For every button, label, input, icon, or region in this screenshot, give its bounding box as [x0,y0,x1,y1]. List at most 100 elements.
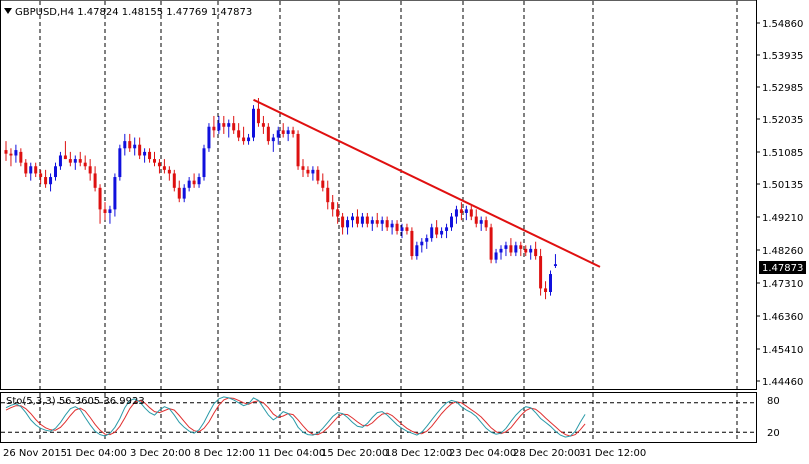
candle[interactable] [232,115,236,134]
candle[interactable] [68,151,72,167]
candle[interactable] [395,220,399,235]
candle[interactable] [177,180,181,203]
candle[interactable] [454,205,458,224]
candle[interactable] [58,151,62,170]
candle[interactable] [484,216,488,231]
candle[interactable] [435,220,439,239]
candle[interactable] [34,162,38,178]
candle[interactable] [83,155,87,170]
candle[interactable] [306,166,310,178]
candle[interactable] [98,184,102,224]
candle[interactable] [9,148,13,167]
candle[interactable] [380,216,384,231]
candle[interactable] [346,216,350,235]
candle[interactable] [400,223,404,239]
trendline-group[interactable] [253,98,601,268]
candle[interactable] [499,245,503,260]
candle[interactable] [355,209,359,228]
candle[interactable] [103,202,107,221]
candle[interactable] [128,133,132,152]
candle[interactable] [351,212,354,228]
candle[interactable] [276,126,280,145]
candle[interactable] [212,115,216,138]
candle[interactable] [242,126,246,145]
candle[interactable] [341,212,345,235]
candle[interactable] [410,227,414,260]
candle[interactable] [360,212,364,228]
candle[interactable] [148,148,152,163]
candle[interactable] [519,241,523,257]
candle[interactable] [162,159,166,174]
candle[interactable] [143,148,147,163]
candle[interactable] [514,241,518,257]
candle[interactable] [331,195,335,217]
candle[interactable] [534,241,538,260]
candle[interactable] [544,281,548,300]
candle[interactable] [459,202,463,221]
triangle-down-icon[interactable] [4,8,12,14]
candle[interactable] [266,123,270,145]
candle[interactable] [479,216,483,231]
price-axis[interactable]: 1.54860 1.53935 1.52985 1.52035 1.51085 1.501… [756,19,803,439]
candle[interactable] [29,162,33,181]
candle[interactable] [494,248,498,264]
candle[interactable] [73,155,77,170]
candle[interactable] [375,212,379,228]
candle[interactable] [227,119,231,138]
candle[interactable] [118,144,122,181]
candle[interactable] [14,144,18,163]
candle[interactable] [63,141,67,160]
candle[interactable] [281,123,285,138]
candlestick-series[interactable] [4,98,557,300]
candle[interactable] [24,159,28,178]
candle[interactable] [192,173,196,188]
candle[interactable] [326,180,330,210]
candle[interactable] [54,162,57,181]
candle[interactable] [489,223,493,264]
candle[interactable] [78,151,82,167]
candle[interactable] [39,169,43,185]
candle[interactable] [4,141,8,161]
candle[interactable] [509,238,513,257]
candle[interactable] [133,137,137,156]
candle[interactable] [464,205,468,221]
candle[interactable] [445,223,449,239]
candle[interactable] [157,159,161,174]
candle[interactable] [123,133,127,156]
candle[interactable] [450,212,453,231]
candle[interactable] [405,223,409,235]
candle[interactable] [197,173,201,188]
candle[interactable] [440,227,444,239]
trendline[interactable] [253,98,601,268]
candle[interactable] [172,169,176,192]
candle[interactable] [370,216,374,231]
candle[interactable] [390,220,394,235]
candle[interactable] [222,115,226,134]
candle[interactable] [425,234,429,249]
candle[interactable] [113,173,117,217]
candle[interactable] [311,166,315,181]
candle[interactable] [469,205,473,221]
candle[interactable] [420,238,424,253]
candle[interactable] [247,133,251,145]
candle[interactable] [474,209,478,228]
candle[interactable] [553,254,557,268]
candle[interactable] [296,130,300,170]
candle[interactable] [217,115,221,134]
candle[interactable] [93,166,97,192]
candle[interactable] [301,159,305,178]
candle[interactable] [252,105,255,142]
candle[interactable] [207,123,211,152]
candle[interactable] [153,151,156,167]
candle[interactable] [187,177,191,192]
candle[interactable] [385,216,389,231]
candle[interactable] [261,115,265,134]
candle[interactable] [430,223,434,242]
candle[interactable] [529,245,533,260]
candle[interactable] [504,241,508,257]
candle[interactable] [415,241,419,260]
candle[interactable] [19,148,23,167]
candle[interactable] [88,159,92,181]
candle[interactable] [336,202,340,224]
